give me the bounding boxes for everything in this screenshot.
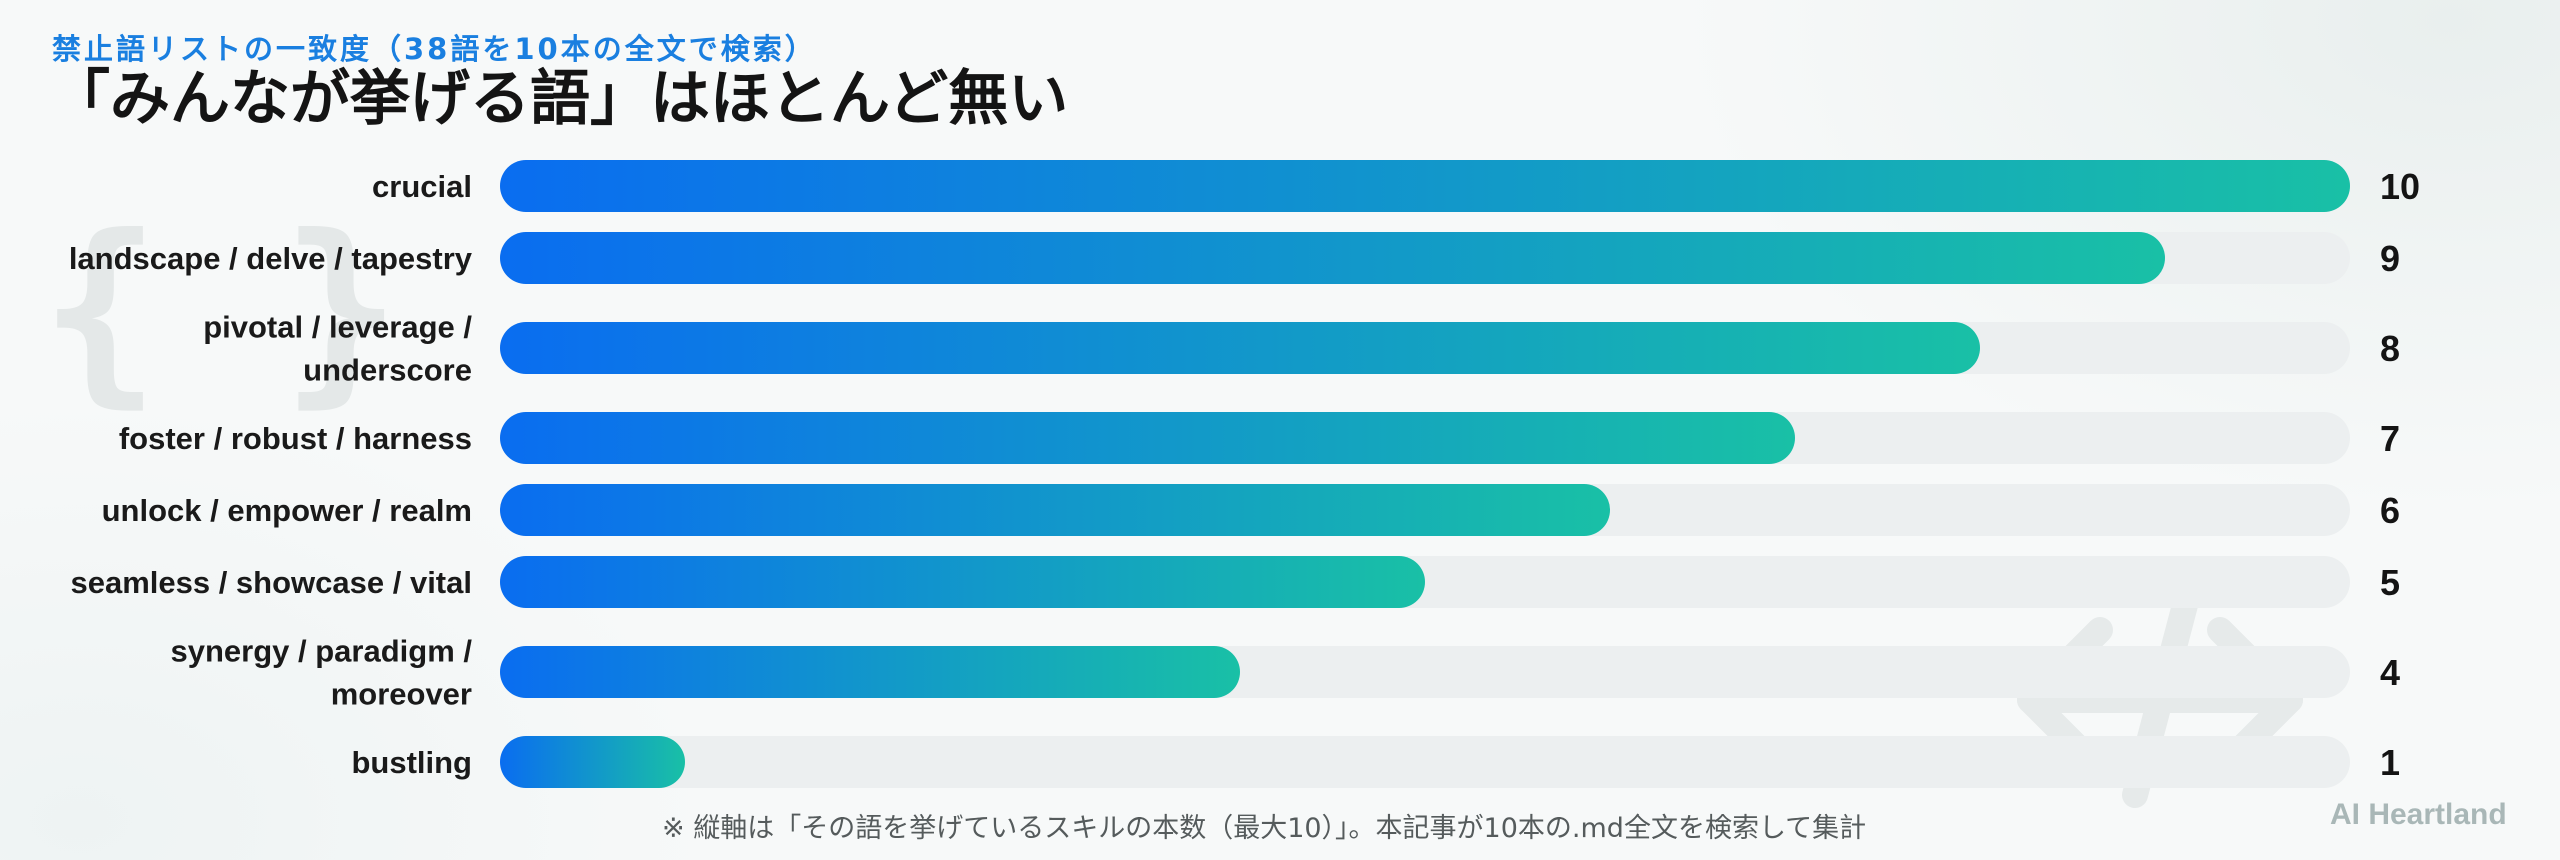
bar [500,322,1980,374]
bar-label: synergy / paradigm / moreover [171,634,473,712]
brand-logo: AI Heartland [2330,798,2507,831]
bar-label: bustling [351,745,472,780]
bar-value-label: 4 [2380,652,2400,693]
bar-value-label: 10 [2380,166,2420,207]
chart-footnote: ※ 縦軸は「その語を挙げているスキルの本数（最大10）」。本記事が10本の.md… [662,813,1867,844]
bar-row: seamless / showcase / vital 5 [70,556,2400,608]
bar-label: pivotal / leverage / underscore [203,310,472,388]
chart-title: 「みんなが挙げる語」はほとんど無い [50,64,1069,134]
bar-row: landscape / delve / tapestry 9 [69,232,2400,284]
bar-row: foster / robust / harness 7 [119,412,2400,464]
bar-value-label: 7 [2380,418,2400,459]
bar-value-label: 5 [2380,562,2400,603]
bar-label: crucial [372,169,472,204]
bar-value-label: 8 [2380,328,2400,369]
bar [500,646,1240,698]
chart-kicker: 禁止語リストの一致度（38語を10本の全文で検索） [52,32,817,66]
bar-label: unlock / empower / realm [102,493,472,528]
bar [500,556,1425,608]
bar-track [500,736,2350,788]
bar-label: foster / robust / harness [119,421,472,456]
bar [500,232,2165,284]
bar-label: seamless / showcase / vital [70,565,472,600]
bar-row: unlock / empower / realm 6 [102,484,2400,536]
bar [500,160,2350,212]
bar-row: crucial 10 [372,160,2420,212]
bar-row: bustling 1 [351,736,2400,788]
bar-value-label: 9 [2380,238,2400,279]
bar-value-label: 1 [2380,742,2400,783]
bar-row: pivotal / leverage / underscore 8 [203,310,2400,388]
bar [500,736,685,788]
bar-label: landscape / delve / tapestry [69,241,473,276]
bar-row: synergy / paradigm / moreover 4 [171,634,2401,712]
bar-value-label: 6 [2380,490,2400,531]
bar [500,412,1795,464]
bar [500,484,1610,536]
braces-icon: { } [40,193,402,426]
